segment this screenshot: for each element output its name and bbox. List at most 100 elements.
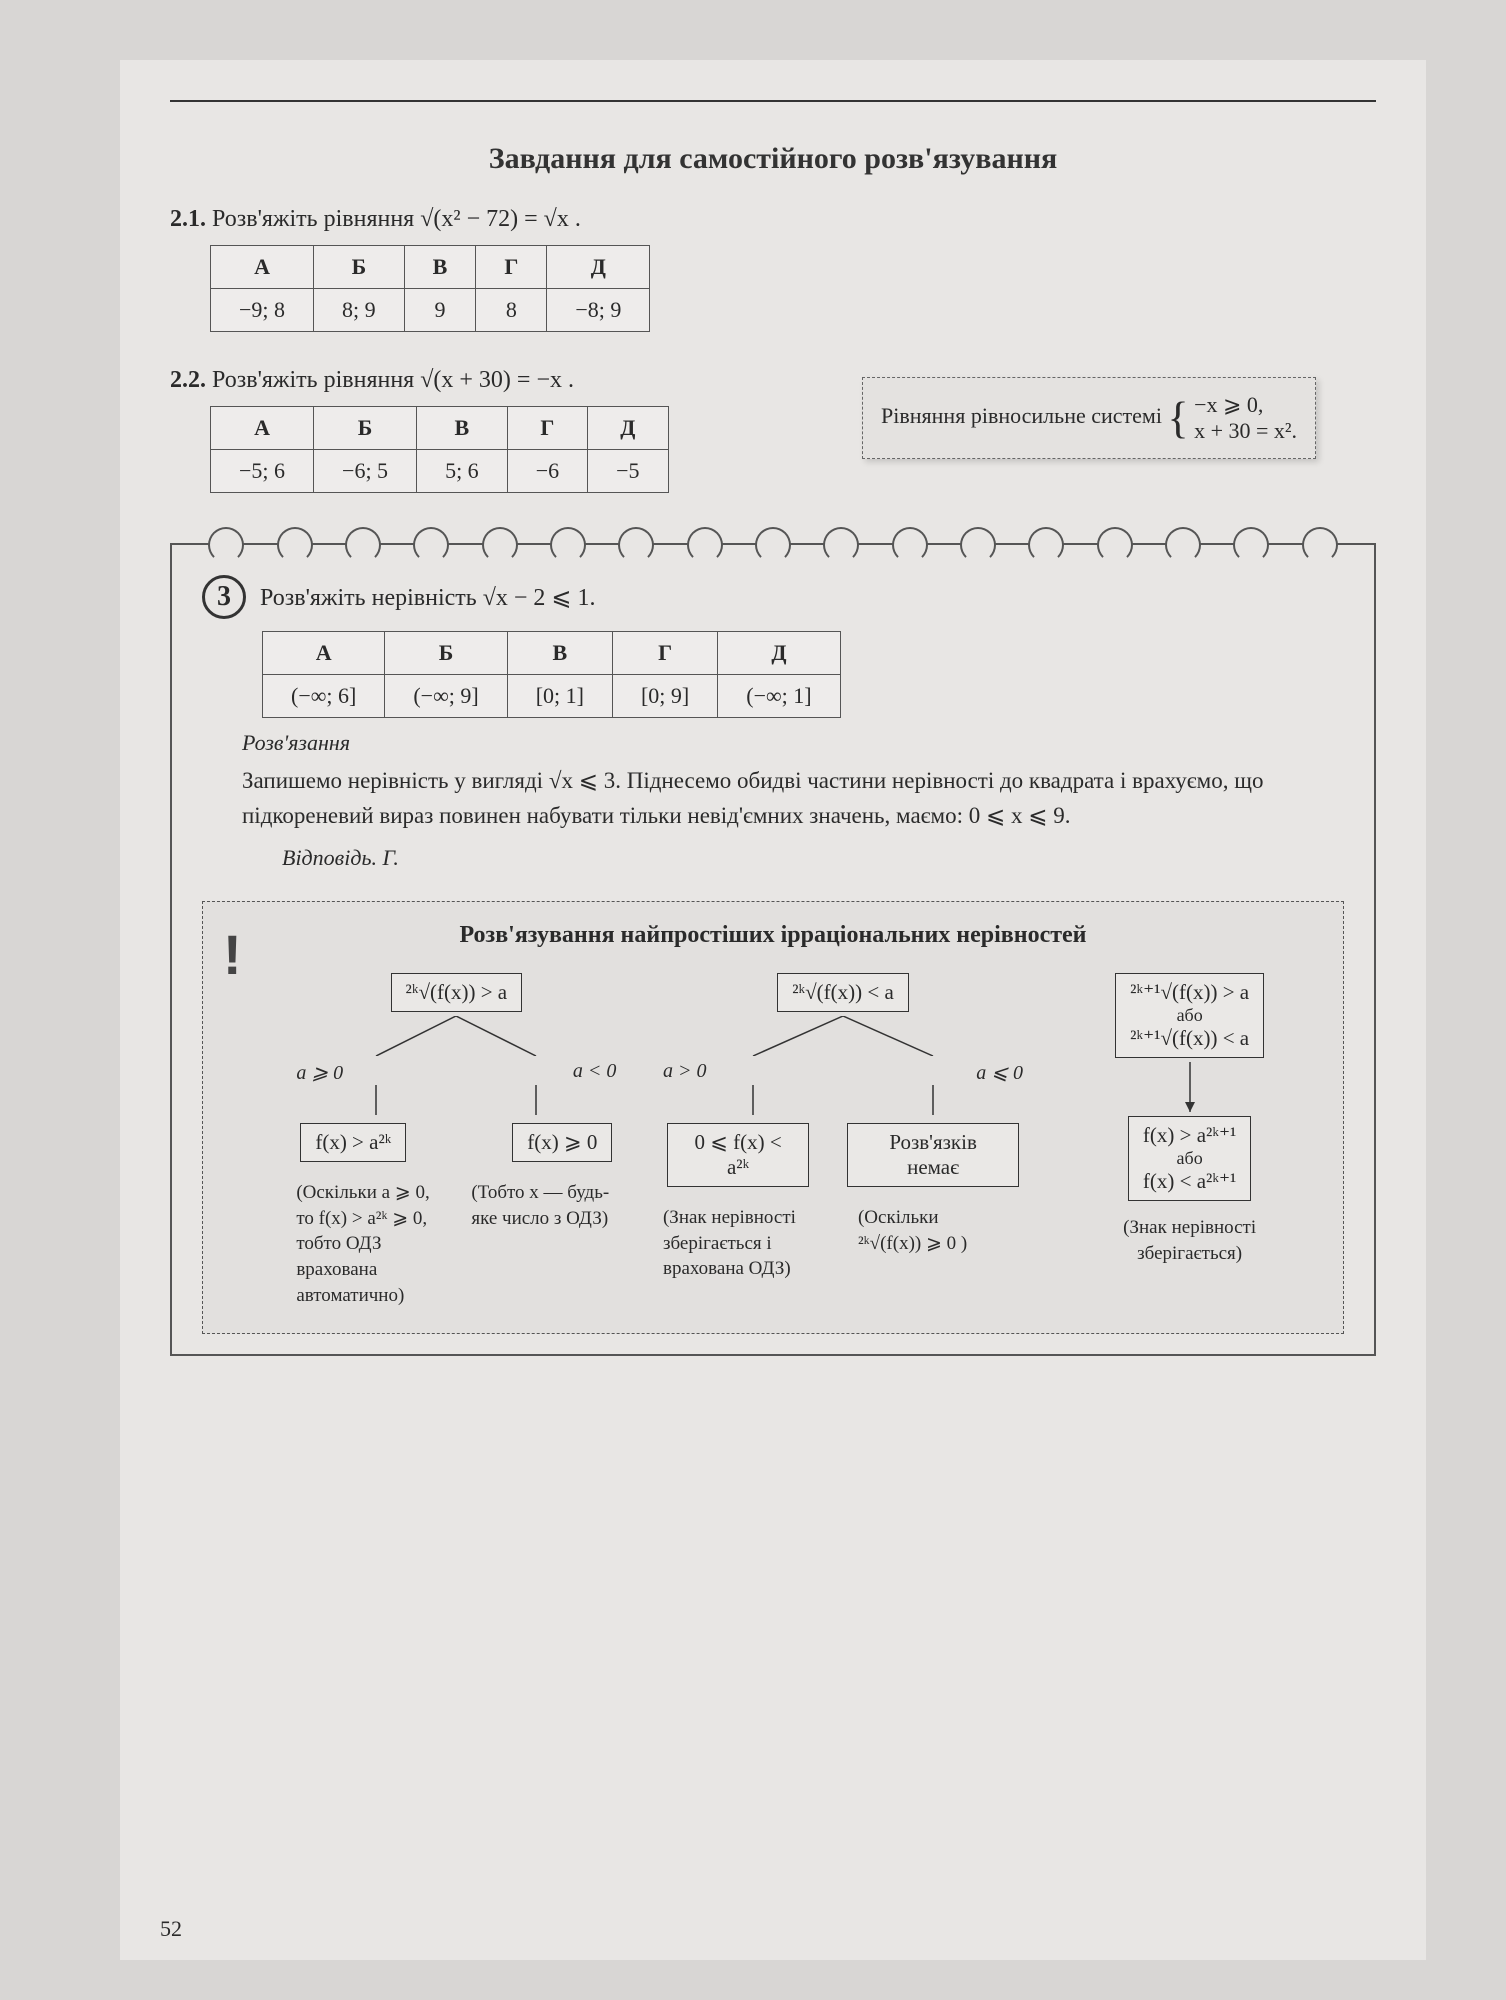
spiral-ring-icon xyxy=(960,527,996,563)
solution-text: Запишемо нерівність у вигляді √x ⩽ 3. Пі… xyxy=(242,764,1314,833)
col-header: Д xyxy=(588,407,668,450)
page-number: 52 xyxy=(160,1916,182,1942)
col-header: А xyxy=(211,407,314,450)
root-line-2: ²ᵏ⁺¹√(f(x)) < a xyxy=(1130,1026,1249,1051)
spiral-ring-icon xyxy=(1165,527,1201,563)
answer-cell: −5; 6 xyxy=(211,450,314,493)
answer-cell: −5 xyxy=(588,450,668,493)
spiral-ring-icon xyxy=(277,527,313,563)
circled-number: 3 xyxy=(202,575,246,619)
col-header: Б xyxy=(314,407,417,450)
col-header: Г xyxy=(612,632,717,675)
branch-label: a ⩾ 0 xyxy=(296,1060,343,1085)
spiral-ring-icon xyxy=(1097,527,1133,563)
problem-statement: Розв'яжіть рівняння √(x² − 72) = √x . xyxy=(212,206,581,232)
spiral-ring-icon xyxy=(550,527,586,563)
problem-number: 2.2. xyxy=(170,367,206,393)
answer-cell: [0; 1] xyxy=(507,675,612,718)
leaf-or: або xyxy=(1143,1148,1236,1169)
col-header: Д xyxy=(547,246,650,289)
table-row: −5; 6 −6; 5 5; 6 −6 −5 xyxy=(211,450,669,493)
answer-cell: 8; 9 xyxy=(314,289,405,332)
leaf-node: f(x) > a²ᵏ xyxy=(300,1123,406,1162)
problem-statement: Розв'яжіть рівняння √(x + 30) = −x . xyxy=(212,367,574,393)
spiral-ring-icon xyxy=(345,527,381,563)
spiral-ring-icon xyxy=(1028,527,1064,563)
spiral-ring-icon xyxy=(1302,527,1338,563)
col-header: Б xyxy=(385,632,507,675)
page: Завдання для самостійного розв'язування … xyxy=(120,60,1426,1960)
problem-2-2: 2.2. Розв'яжіть рівняння √(x + 30) = −x … xyxy=(170,367,1376,493)
answer-cell: −6 xyxy=(507,450,587,493)
leaf-row: 0 ⩽ f(x) < a²ᵏ Розв'язків немає xyxy=(663,1119,1023,1191)
solution-label: Розв'язання xyxy=(242,730,1344,756)
exclamation-icon: ! xyxy=(223,922,242,987)
root-line-1: ²ᵏ⁺¹√(f(x)) > a xyxy=(1130,980,1249,1005)
answer-cell: −6; 5 xyxy=(314,450,417,493)
leaf-node: 0 ⩽ f(x) < a²ᵏ xyxy=(667,1123,809,1187)
spiral-ring-icon xyxy=(755,527,791,563)
section-heading: Завдання для самостійного розв'язування xyxy=(170,142,1376,176)
problem-text: 2.1. Розв'яжіть рівняння √(x² − 72) = √x… xyxy=(170,206,1376,233)
tree-2: ²ᵏ√(f(x)) < a a > 0 a ⩽ 0 0 ⩽ f(x) xyxy=(663,969,1023,1282)
info-panel: ! Розв'язування найпростіших ірраціональ… xyxy=(202,901,1344,1334)
spiral-ring-icon xyxy=(1233,527,1269,563)
answer-table-21: А Б В Г Д −9; 8 8; 9 9 8 −8; 9 xyxy=(210,245,650,332)
col-header: Г xyxy=(476,246,547,289)
note-text: (Оскільки ²ᵏ√(f(x)) ⩾ 0 ) xyxy=(858,1205,1023,1282)
col-header: Д xyxy=(718,632,840,675)
spiral-binding xyxy=(172,527,1374,563)
root-node: ²ᵏ√(f(x)) > a xyxy=(391,973,523,1012)
spiral-ring-icon xyxy=(482,527,518,563)
connector-icon xyxy=(336,1016,576,1056)
root-node: ²ᵏ√(f(x)) < a xyxy=(777,973,909,1012)
col-header: В xyxy=(404,246,476,289)
note-text: (Оскільки a ⩾ 0, то f(x) > a²ᵏ ⩾ 0, тобт… xyxy=(296,1180,441,1308)
connector-icon xyxy=(703,1016,983,1056)
hint-box: Рівняння рівносильне системі { −x ⩾ 0, x… xyxy=(862,377,1316,459)
connector-icon xyxy=(703,1085,983,1115)
table-row: (−∞; 6] (−∞; 9] [0; 1] [0; 9] (−∞; 1] xyxy=(263,675,841,718)
leaf-node: f(x) ⩾ 0 xyxy=(512,1123,612,1162)
top-rule xyxy=(170,100,1376,102)
root-node: ²ᵏ⁺¹√(f(x)) > a або ²ᵏ⁺¹√(f(x)) < a xyxy=(1115,973,1264,1058)
answer-cell: −8; 9 xyxy=(547,289,650,332)
branch-row: a ⩾ 0 a < 0 xyxy=(296,1060,616,1085)
info-title: Розв'язування найпростіших ірраціональни… xyxy=(223,922,1323,949)
col-header: А xyxy=(263,632,385,675)
col-header: В xyxy=(417,407,508,450)
note-text: (Тобто x — будь-яке число з ОДЗ) xyxy=(471,1180,616,1308)
hint-label: Рівняння рівносильне системі xyxy=(881,403,1162,428)
answer-cell: 5; 6 xyxy=(417,450,508,493)
leaf-node: f(x) > a²ᵏ⁺¹ або f(x) < a²ᵏ⁺¹ xyxy=(1128,1116,1251,1201)
sys-line-1: −x ⩾ 0, xyxy=(1194,392,1297,418)
note-text: (Знак нерівності зберігається) xyxy=(1070,1215,1310,1266)
branch-label: a > 0 xyxy=(663,1060,707,1085)
answer-cell: (−∞; 9] xyxy=(385,675,507,718)
note-pre: (Оскільки xyxy=(858,1207,939,1228)
answer-cell: [0; 9] xyxy=(612,675,717,718)
note-row: (Оскільки a ⩾ 0, то f(x) > a²ᵏ ⩾ 0, тобт… xyxy=(296,1170,616,1308)
leaf-row: f(x) > a²ᵏ f(x) ⩾ 0 xyxy=(296,1119,616,1166)
note-text: (Знак нерівності зберігається і врахован… xyxy=(663,1205,828,1282)
answer-cell: (−∞; 6] xyxy=(263,675,385,718)
spiral-ring-icon xyxy=(892,527,928,563)
spiral-ring-icon xyxy=(687,527,723,563)
brace-icon: { xyxy=(1167,394,1188,443)
branch-label: a ⩽ 0 xyxy=(976,1060,1023,1085)
answer-table-22: А Б В Г Д −5; 6 −6; 5 5; 6 −6 −5 xyxy=(210,406,669,493)
diagram-row: ²ᵏ√(f(x)) > a a ⩾ 0 a < 0 f(x) > a² xyxy=(283,969,1323,1308)
branch-row: a > 0 a ⩽ 0 xyxy=(663,1060,1023,1085)
branch-label: a < 0 xyxy=(573,1060,617,1085)
sys-line-2: x + 30 = x². xyxy=(1194,418,1297,444)
spiral-ring-icon xyxy=(208,527,244,563)
answer-cell: 9 xyxy=(404,289,476,332)
system: −x ⩾ 0, x + 30 = x². xyxy=(1194,392,1297,444)
note-mid: ²ᵏ√(f(x)) ⩾ 0 ) xyxy=(858,1233,967,1254)
table-row: А Б В Г Д xyxy=(263,632,841,675)
spiral-box: 3 Розв'яжіть нерівність √x − 2 ⩽ 1. А Б … xyxy=(170,543,1376,1356)
answer-cell: (−∞; 1] xyxy=(718,675,840,718)
table-row: А Б В Г Д xyxy=(211,407,669,450)
root-or: або xyxy=(1130,1005,1249,1026)
problem-statement: Розв'яжіть нерівність √x − 2 ⩽ 1. xyxy=(260,583,596,612)
